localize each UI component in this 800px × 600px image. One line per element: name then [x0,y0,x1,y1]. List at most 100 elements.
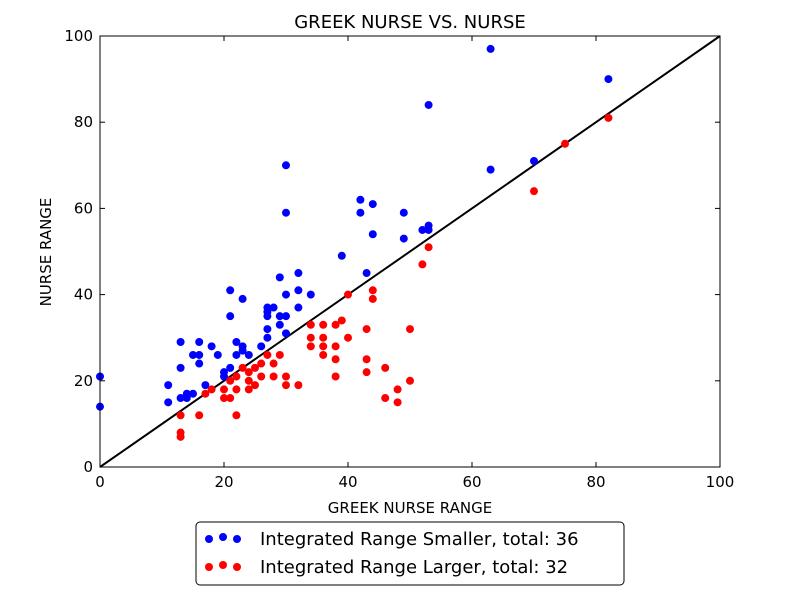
data-point [176,432,185,441]
data-point [368,200,377,209]
data-point [275,273,284,282]
data-point [356,208,365,217]
data-point [282,372,290,381]
data-point [406,325,414,334]
data-point [226,286,235,295]
axes-frame [99,35,721,468]
data-point [182,394,191,403]
data-point [244,368,253,377]
data-point [381,363,390,372]
plot-area: 0 20 40 60 80 100 0 20 40 60 80 100 [64,27,734,491]
data-point [399,208,408,217]
legend-marker [205,535,213,543]
data-point [282,312,290,321]
x-tick-label: 20 [214,473,233,491]
data-point [244,376,253,385]
data-point [530,187,538,196]
legend-entry-label: Integrated Range Larger, total: 32 [260,557,568,578]
legend-marker [233,563,241,571]
data-point [362,355,371,364]
data-point [232,338,241,347]
data-point [306,320,315,329]
data-point [195,338,204,347]
data-point [424,100,433,109]
data-point [393,398,402,407]
data-point [201,389,210,398]
legend-entry-label: Integrated Range Smaller, total: 36 [260,529,579,550]
data-point [393,385,402,394]
data-point [257,359,266,368]
data-point [220,372,228,381]
data-point [344,290,352,299]
data-point [176,338,185,347]
x-tick-label: 100 [706,473,735,491]
data-point [486,44,495,53]
series-1 [176,113,613,441]
data-point [226,394,235,403]
data-point [306,333,315,342]
data-point [195,359,204,368]
y-tick-label: 60 [74,199,93,217]
data-point [294,286,303,295]
data-point [257,372,266,381]
data-point [232,372,241,381]
data-point [306,342,315,351]
data-point [207,342,216,351]
data-point [232,385,241,394]
data-point [424,225,433,234]
data-point [213,350,222,359]
data-point [251,381,259,390]
data-point [368,230,377,239]
data-point [226,363,235,372]
data-point [604,75,613,84]
data-point [424,243,433,252]
legend-marker [233,535,241,543]
data-point [220,385,228,394]
data-point [331,355,340,364]
data-point [282,290,290,299]
data-point [263,350,272,359]
data-point [232,350,241,359]
data-point [337,251,346,260]
data-point [263,325,272,334]
x-tick-label: 80 [586,473,605,491]
data-point [275,320,284,329]
data-point [362,325,371,334]
data-point [195,350,204,359]
y-tick-label: 80 [74,113,93,131]
data-point [406,376,414,385]
legend: Integrated Range Smaller, total: 36 Integ… [195,521,625,586]
data-point [337,316,346,325]
data-point [362,269,371,278]
data-point [269,359,278,368]
data-point [294,381,303,390]
data-point [251,363,259,372]
data-point [368,294,377,303]
data-point [269,303,278,312]
data-point [244,350,253,359]
data-point [176,363,185,372]
legend-marker [205,563,213,571]
data-point [418,260,427,269]
data-point [306,290,315,299]
y-tick-label: 100 [64,27,93,45]
data-point [368,286,377,295]
x-tick-label: 60 [462,473,481,491]
data-point [486,165,495,174]
data-point [356,195,365,204]
data-point [257,342,266,351]
data-point [201,381,210,390]
data-point [381,394,390,403]
diagonal-reference-line [99,35,721,468]
data-point [561,139,569,148]
x-tick-label: 0 [95,473,105,491]
data-point [195,411,204,420]
data-point [275,350,284,359]
data-point [319,333,328,342]
data-point [530,156,538,165]
data-point [269,372,278,381]
x-axis-label: GREEK NURSE RANGE [328,499,492,517]
data-point [238,346,247,355]
data-point [164,381,173,390]
data-point [238,363,247,372]
